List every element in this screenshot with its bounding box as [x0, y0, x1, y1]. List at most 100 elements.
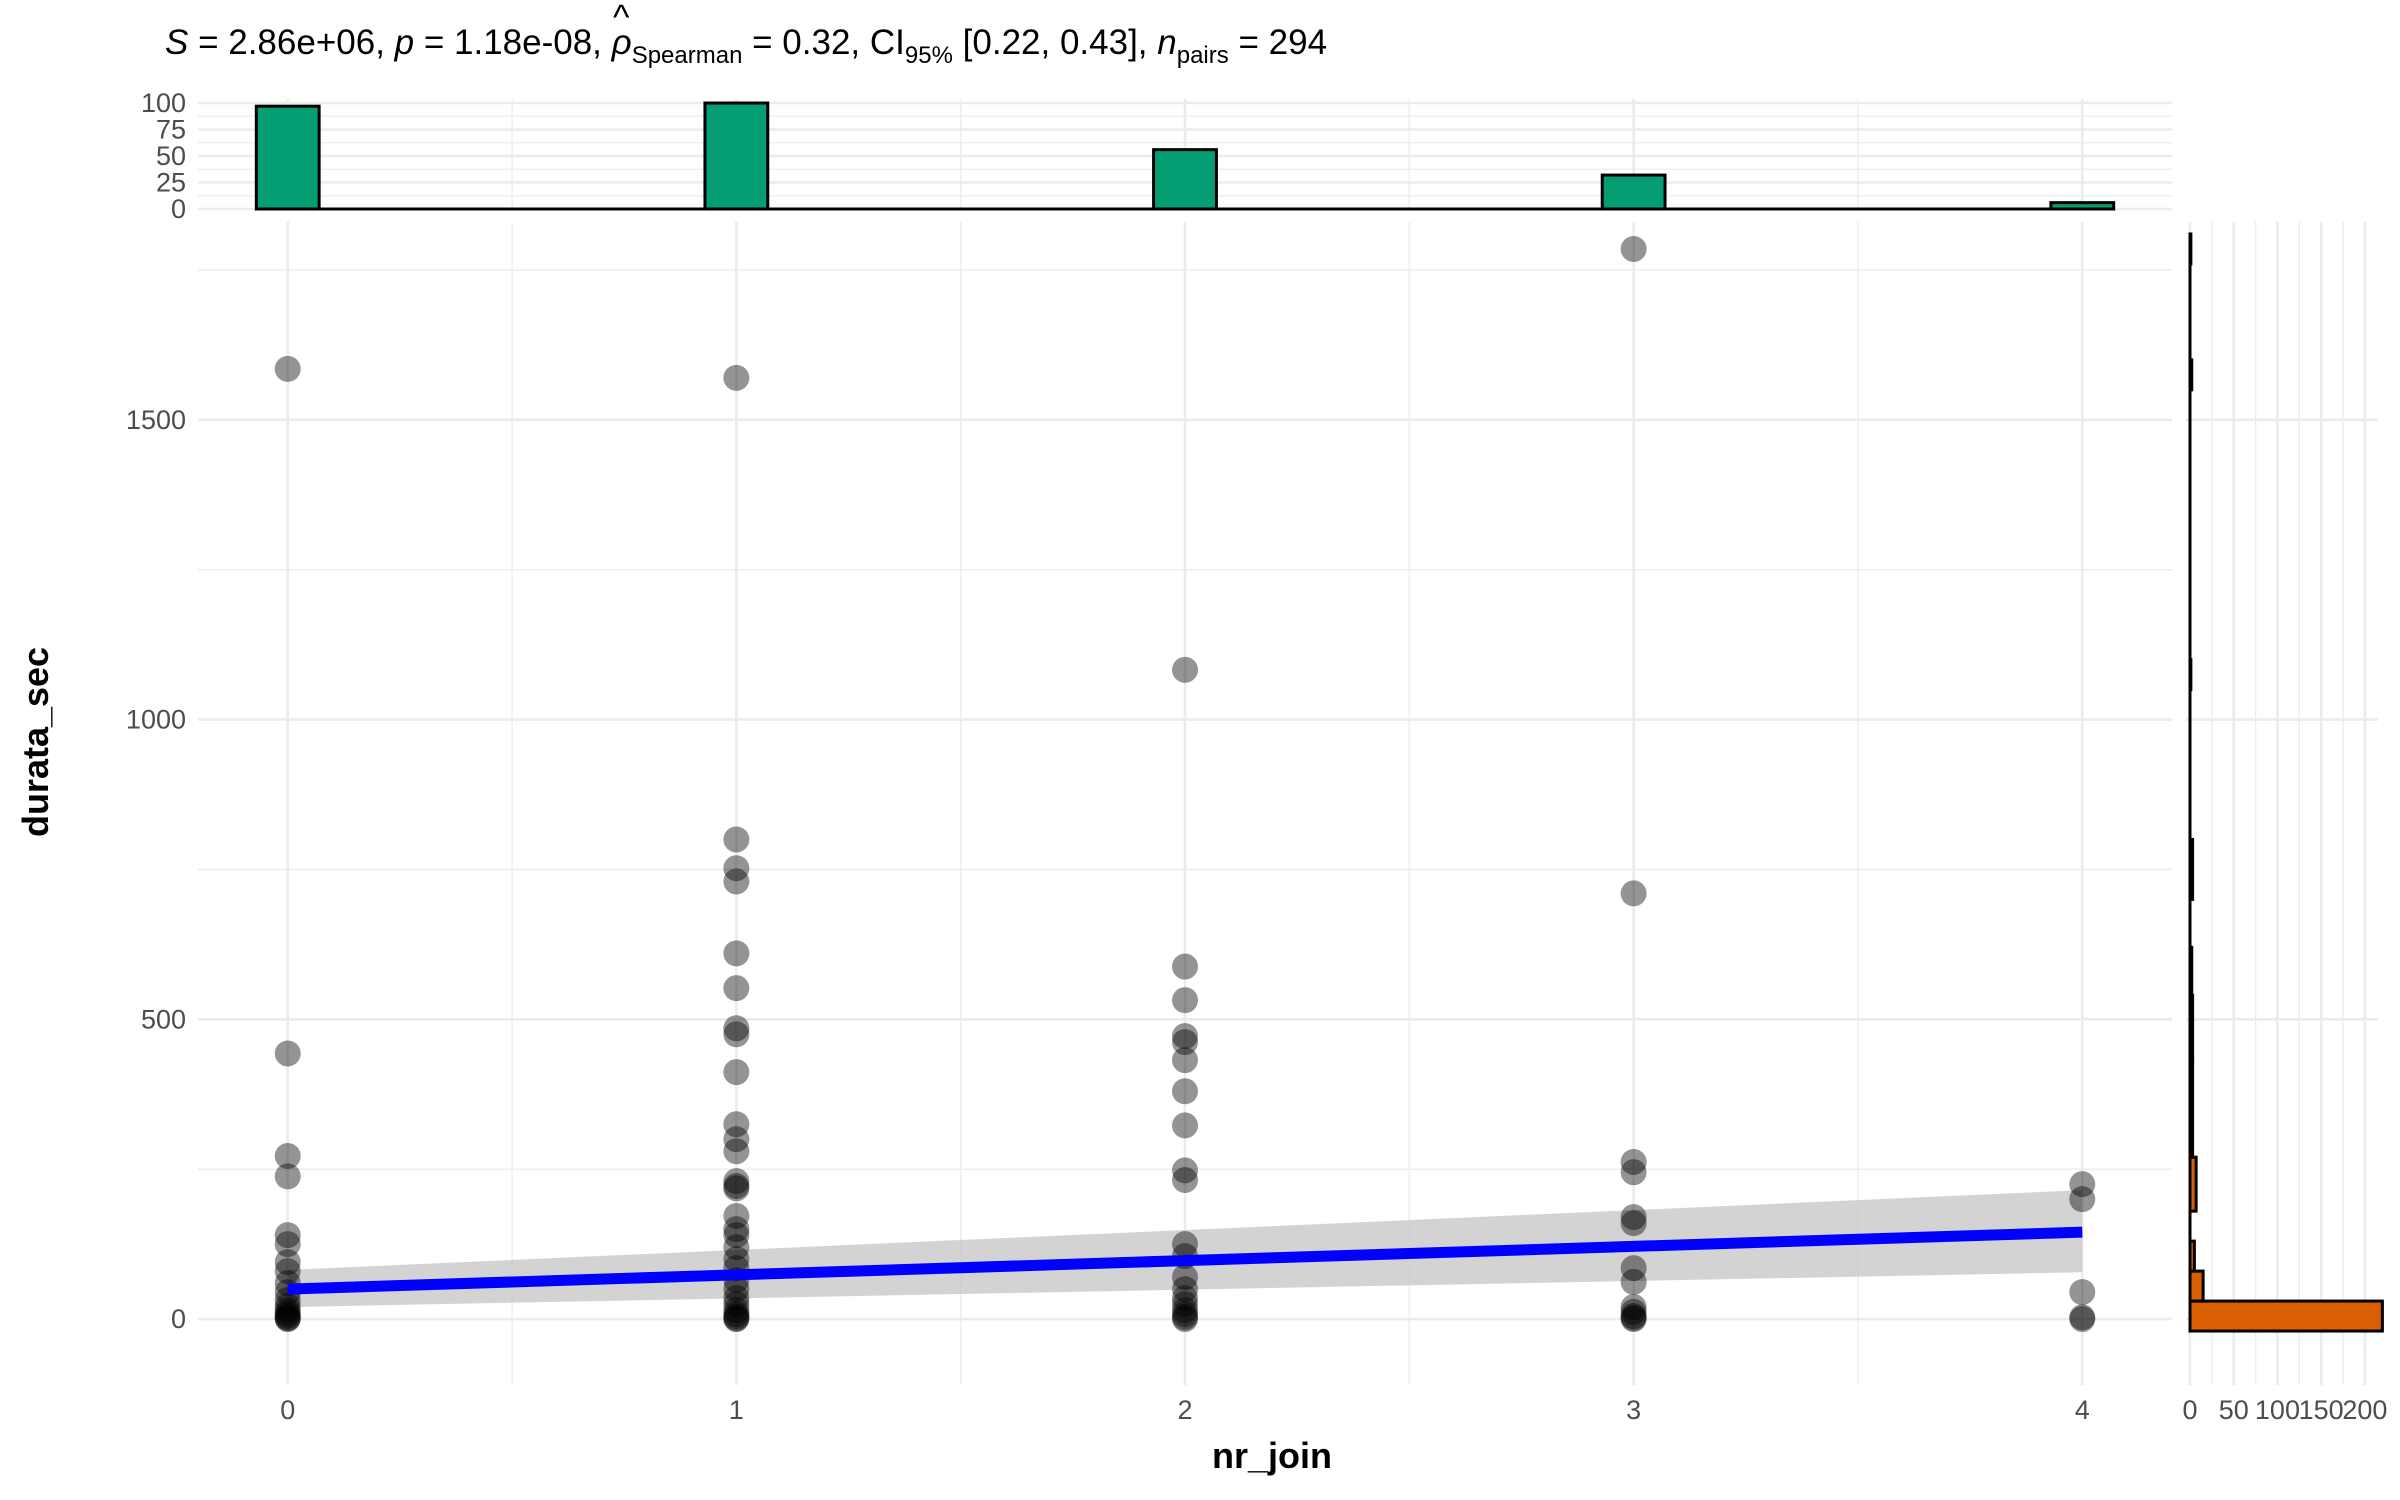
- scatter-point: [723, 1015, 750, 1042]
- right-hist-bar: [2188, 232, 2193, 266]
- scatter-point: [1172, 656, 1198, 683]
- title-ci-value: [0.22, 0.43],: [953, 23, 1157, 62]
- scatter-point: [274, 1305, 301, 1332]
- scatter-point: [1172, 1231, 1198, 1258]
- scatter-point: [723, 1234, 750, 1261]
- right-hist-bar: [2188, 1155, 2198, 1213]
- scatter-point: [723, 1202, 750, 1229]
- x-tick-label: 4: [2075, 1395, 2090, 1425]
- scatter-point: [723, 1021, 750, 1048]
- scatter-point: [1620, 1304, 1647, 1331]
- scatter-point: [723, 1059, 750, 1086]
- regression-line: [287, 1226, 2083, 1295]
- scatter-point: [1172, 1291, 1198, 1318]
- top-hist-bar: [254, 104, 321, 211]
- scatter-point: [723, 1246, 750, 1273]
- scatter-point: [274, 1258, 301, 1285]
- scatter-point: [274, 1292, 301, 1319]
- scatter-point: [1620, 1298, 1647, 1325]
- scatter-point: [723, 1138, 750, 1165]
- x-tick-label: 0: [280, 1395, 295, 1425]
- scatter-point: [723, 1291, 750, 1318]
- scatter-point: [1172, 1157, 1198, 1184]
- right-hist-bar: [2188, 1239, 2196, 1273]
- right-hist-bar: [2188, 1269, 2205, 1303]
- x-tick-label: 1: [729, 1395, 744, 1425]
- scatter-point: [723, 1216, 750, 1243]
- scatter-point: [1620, 1204, 1647, 1231]
- title-rho-subscript: Spearman: [632, 42, 743, 69]
- scatter-point: [723, 1172, 750, 1199]
- scatter-point: [1172, 1297, 1198, 1324]
- scatter-point: [2069, 1306, 2096, 1333]
- scatter-point: [274, 1142, 301, 1169]
- top-hist-bar: [1600, 173, 1667, 211]
- y-tick-label: 0: [171, 1304, 186, 1334]
- scatter-point: [1172, 1166, 1198, 1193]
- chart-title: S = 2.86e+06, p = 1.18e-08, ρSpearman = …: [165, 23, 1327, 69]
- scatter-point: [723, 1126, 750, 1153]
- scatter-point: [1172, 1047, 1198, 1074]
- scatter-point: [2069, 1279, 2096, 1306]
- scatter-point: [1172, 953, 1198, 980]
- x-axis-title: nr_join: [1212, 1435, 1332, 1476]
- y-tick-label: 500: [141, 1004, 186, 1034]
- scatter-point: [1172, 987, 1198, 1014]
- scatter-point: [723, 975, 750, 1002]
- scatter-point: [1620, 1303, 1647, 1330]
- y-tick-label: 1500: [126, 405, 186, 435]
- scatter-point: [1172, 1023, 1198, 1050]
- title-s-value: = 2.86e+06,: [188, 23, 394, 62]
- title-n-label: n: [1157, 23, 1176, 62]
- scatter-point: [274, 1222, 301, 1249]
- scatter-point: [723, 868, 750, 895]
- right-hist-bar: [2188, 658, 2193, 692]
- scatter-point: [1172, 1264, 1198, 1291]
- scatter-point: [723, 1305, 750, 1332]
- scatter-point: [1620, 1159, 1647, 1186]
- right-hist-bar: [2188, 358, 2194, 392]
- scatter-point: [1172, 1301, 1198, 1328]
- scatter-point: [1172, 1276, 1198, 1303]
- scatter-point: [723, 1297, 750, 1324]
- scatter-point: [2069, 1304, 2096, 1331]
- scatter-point: [723, 1306, 750, 1333]
- top-hist-bar: [703, 101, 770, 211]
- title-rho-hat: ^: [613, 0, 630, 37]
- scatter-point: [1620, 235, 1647, 262]
- scatter-point: [723, 940, 750, 967]
- scatter-point: [723, 1285, 750, 1312]
- scatter-point: [723, 1303, 750, 1330]
- scatter-point: [274, 1300, 301, 1327]
- right-hist-bar: [2188, 1059, 2195, 1159]
- scatter-point: [723, 826, 750, 853]
- x-tick-label: 2: [1177, 1395, 1192, 1425]
- scatter-point: [2069, 1186, 2096, 1213]
- title-p-label: p: [394, 23, 414, 62]
- scatter-point: [1620, 1148, 1647, 1175]
- title-s-label: S: [165, 23, 188, 62]
- scatter-point: [723, 364, 750, 391]
- top-hist-bar: [1152, 148, 1218, 211]
- scatter-point: [274, 1304, 301, 1331]
- right-hist-bar: [2188, 993, 2195, 1063]
- right-hist-tick-label: 150: [2299, 1395, 2344, 1425]
- x-tick-label: 3: [1626, 1395, 1641, 1425]
- right-hist-bar: [2188, 837, 2195, 901]
- top-hist-tick-label: 25: [156, 168, 186, 198]
- y-axis-title: durata_sec: [15, 647, 56, 837]
- right-hist-bar: [2188, 1299, 2384, 1333]
- scatter-point: [1172, 1029, 1198, 1056]
- top-hist-bar: [2049, 201, 2116, 211]
- scatter-point: [1620, 1294, 1647, 1321]
- scatter-point: [1172, 1285, 1198, 1312]
- right-hist-tick-label: 200: [2342, 1395, 2387, 1425]
- title-rho-symbol: ρ: [611, 23, 632, 62]
- scatter-point: [1620, 1306, 1647, 1333]
- scatter-point: [723, 1301, 750, 1328]
- scatter-point: [274, 1040, 301, 1067]
- title-rho-value: = 0.32, CI: [742, 23, 904, 62]
